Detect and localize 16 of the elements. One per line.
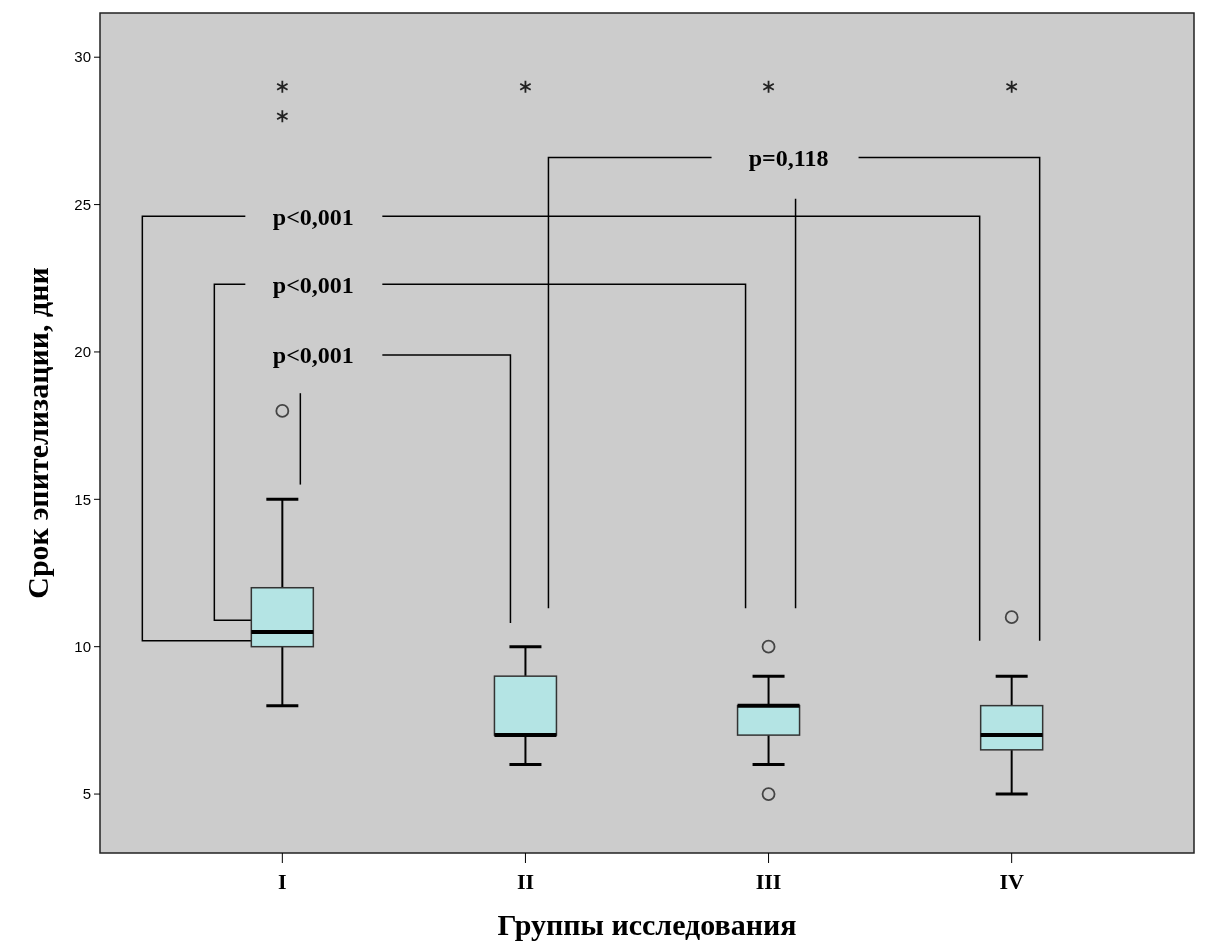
annotation: p<0,001: [272, 342, 354, 369]
x-tick-label: IV: [999, 869, 1024, 894]
y-axis-title: Срок эпителизации, дни: [21, 267, 54, 599]
x-axis-title: Группы исследования: [497, 908, 797, 941]
x-tick-label: III: [755, 869, 782, 894]
annotation: p<0,001: [272, 271, 354, 298]
annotation: p=0,118: [748, 144, 829, 171]
annotation: p<0,001: [272, 203, 354, 230]
x-tick-label: II: [516, 869, 535, 894]
x-tick-label: I: [278, 869, 287, 894]
y-tick-label: 10: [74, 637, 91, 655]
y-tick-label: 15: [74, 490, 91, 508]
y-tick-label: 30: [74, 48, 91, 66]
y-tick-label: 20: [74, 343, 91, 361]
y-tick-label: 5: [82, 785, 91, 803]
y-tick-label: 25: [74, 195, 91, 213]
